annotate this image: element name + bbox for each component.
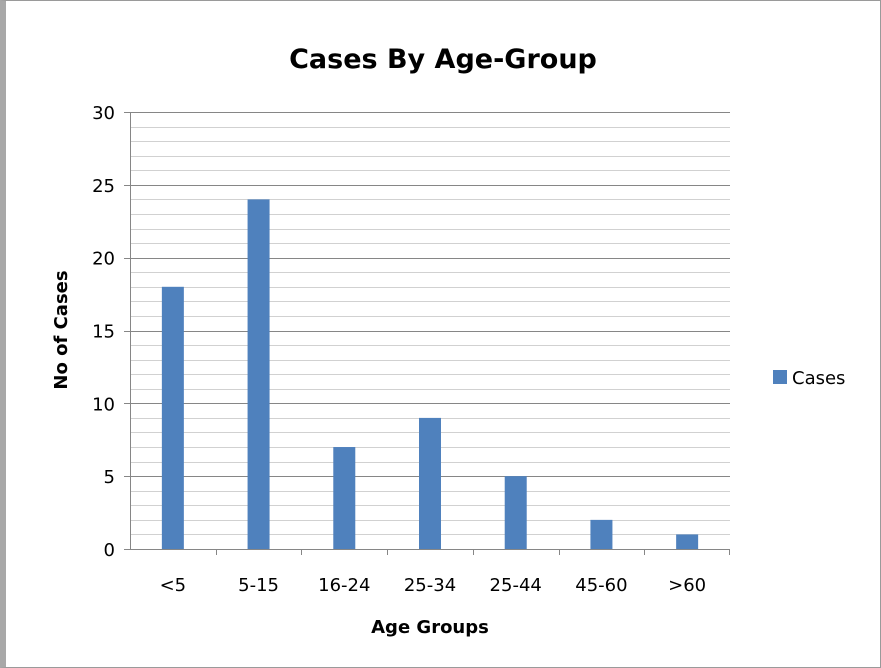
y-tick-label: 30 (92, 103, 115, 124)
y-axis-label: No of Cases (51, 270, 72, 389)
chart-title: Cases By Age-Group (289, 44, 597, 75)
legend: Cases (773, 368, 845, 389)
bar-1 (247, 199, 270, 549)
x-tick-label: >60 (668, 575, 706, 596)
x-axis-ticks: <5 5-15 16-24 25-34 25-44 45-60 >60 (160, 549, 730, 596)
bar-3 (419, 417, 441, 549)
y-tick-label: 20 (92, 249, 115, 270)
x-tick-label: 25-44 (490, 575, 542, 596)
y-tick-label: 10 (92, 394, 115, 415)
x-tick-label: <5 (160, 575, 187, 596)
legend-swatch (773, 370, 787, 384)
bar-2 (333, 447, 356, 549)
y-tick-label: 25 (92, 176, 115, 197)
y-tick-label: 5 (104, 467, 115, 488)
bar-5 (590, 519, 613, 549)
bar-6 (676, 534, 699, 549)
x-tick-label: 5-15 (238, 575, 279, 596)
bar-0 (161, 286, 184, 549)
y-tick-label: 0 (104, 540, 115, 561)
bars (161, 199, 699, 549)
x-tick-label: 45-60 (575, 575, 627, 596)
y-tick-label: 15 (92, 322, 115, 343)
x-tick-label: 25-34 (404, 575, 456, 596)
bar-4 (504, 476, 527, 549)
x-tick-label: 16-24 (318, 575, 370, 596)
y-axis-ticks: 0 5 10 15 20 25 30 (92, 103, 130, 561)
legend-label: Cases (792, 368, 845, 389)
x-axis-label: Age Groups (371, 617, 489, 638)
